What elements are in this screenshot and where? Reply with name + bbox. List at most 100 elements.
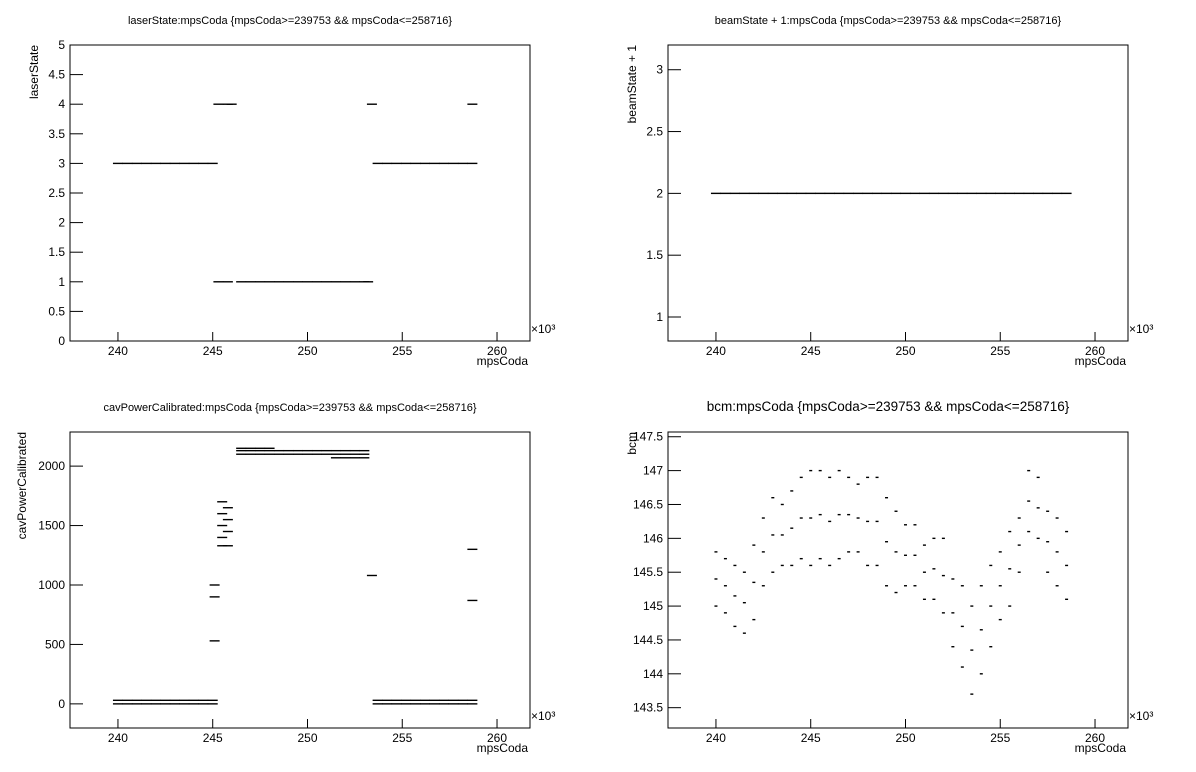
data-point [919, 192, 930, 195]
data-point [960, 625, 964, 628]
data-point [714, 605, 718, 607]
data-point [1027, 530, 1031, 533]
data-point [714, 578, 718, 580]
data-point [330, 453, 341, 455]
data-point [837, 469, 841, 472]
data-point [245, 453, 256, 455]
x-tick-label: 240 [108, 344, 128, 358]
plot-pad: laserState:mpsCoda {mpsCoda>=239753 && m… [27, 15, 555, 368]
plot-pad: bcm:mpsCoda {mpsCoda>=239753 && mpsCoda<… [625, 399, 1153, 755]
data-point [213, 103, 224, 105]
data-point [429, 699, 440, 702]
y-tick-label: 5 [58, 38, 65, 52]
data-point [372, 699, 383, 702]
data-point [894, 510, 898, 512]
y-tick-label: 145 [643, 599, 663, 613]
data-point [790, 564, 794, 567]
data-point [1055, 517, 1059, 519]
x-tick-label: 240 [108, 731, 128, 745]
x-axis-title: mpsCoda [1075, 741, 1127, 755]
data-point [909, 192, 920, 195]
data-point [742, 632, 746, 634]
data-point [448, 162, 459, 165]
data-point [837, 557, 841, 560]
data-point [913, 554, 917, 556]
data-point [340, 457, 351, 459]
data-point [382, 703, 393, 705]
data-point [283, 449, 294, 452]
data-point [710, 192, 721, 195]
y-axis-title: beamState + 1 [625, 45, 639, 124]
data-point [742, 571, 746, 573]
data-point [1014, 192, 1025, 195]
data-point [419, 699, 430, 702]
data-point [780, 534, 784, 536]
data-point [438, 162, 449, 165]
data-point [761, 517, 765, 519]
data-point [222, 545, 233, 547]
data-point [733, 625, 737, 628]
data-point [209, 640, 220, 642]
data-point [976, 192, 987, 195]
data-point [866, 476, 870, 479]
data-point [382, 162, 393, 165]
data-point [209, 584, 220, 586]
data-point [866, 564, 870, 567]
data-point [330, 281, 341, 283]
data-point [363, 281, 374, 283]
data-point [786, 192, 797, 195]
data-point [1046, 510, 1050, 512]
data-point [979, 585, 983, 587]
y-axis-title: cavPowerCalibrated [15, 432, 29, 539]
data-point [302, 453, 313, 455]
y-tick-label: 1.5 [48, 245, 65, 259]
data-point [198, 162, 209, 165]
data-point [998, 585, 1002, 587]
data-point [217, 545, 228, 547]
data-point [264, 447, 275, 449]
data-point [875, 476, 879, 479]
x-tick-label: 245 [801, 344, 821, 358]
data-point [894, 591, 898, 594]
data-point [752, 581, 756, 584]
data-point [913, 585, 917, 587]
data-point [970, 605, 974, 607]
data-point [391, 699, 402, 702]
data-point [922, 571, 926, 573]
data-point [372, 703, 383, 705]
data-point [131, 162, 142, 165]
data-point [805, 192, 816, 195]
y-axis-title: bcm [625, 432, 639, 455]
data-point [790, 490, 794, 492]
data-point [761, 551, 765, 553]
data-point [885, 585, 889, 587]
data-point [1046, 541, 1050, 543]
data-point [467, 599, 478, 602]
data-point [989, 646, 993, 648]
data-point [872, 192, 883, 195]
data-point [799, 557, 803, 560]
data-point [767, 192, 778, 195]
data-point [311, 281, 322, 283]
data-point [723, 612, 727, 614]
data-point [255, 453, 266, 455]
data-point [894, 551, 898, 553]
data-point [1065, 598, 1069, 601]
data-point [903, 585, 907, 587]
data-point [122, 162, 133, 165]
data-point [1023, 192, 1034, 195]
data-point [780, 503, 784, 506]
data-point [293, 281, 304, 283]
data-point [198, 699, 209, 702]
y-tick-label: 2000 [38, 459, 65, 473]
chart-title: bcm:mpsCoda {mpsCoda>=239753 && mpsCoda<… [707, 399, 1070, 414]
data-point [960, 585, 964, 587]
data-point [222, 518, 233, 521]
y-tick-label: 0 [58, 334, 65, 348]
data-point [1008, 530, 1012, 533]
data-point [998, 551, 1002, 553]
y-tick-label: 145.5 [633, 565, 663, 579]
data-point [131, 699, 142, 702]
chart-title: beamState + 1:mpsCoda {mpsCoda>=239753 &… [715, 15, 1062, 27]
y-tick-label: 0 [58, 697, 65, 711]
